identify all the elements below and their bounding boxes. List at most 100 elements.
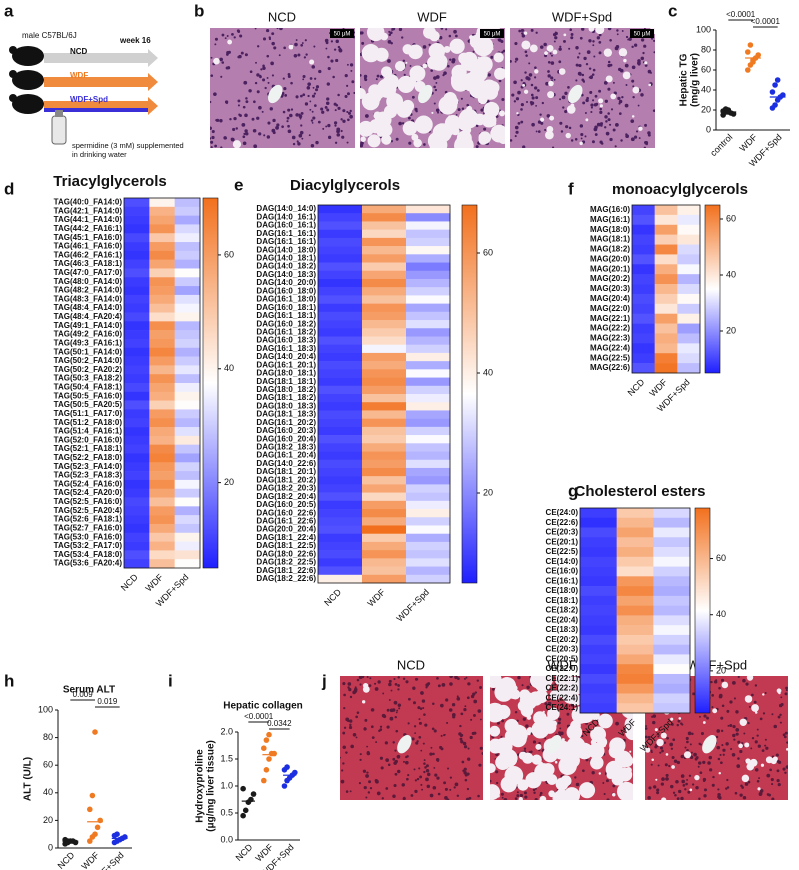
- nucleus: [538, 741, 541, 745]
- nucleus: [524, 71, 527, 74]
- nucleus: [364, 114, 369, 118]
- nucleus: [574, 776, 577, 779]
- vacuole: [590, 755, 604, 770]
- nucleus: [644, 123, 648, 127]
- colorbar: [461, 204, 478, 584]
- heatmap-cell: [406, 426, 451, 436]
- nucleus: [287, 124, 290, 128]
- heatmap-cell: [124, 523, 150, 534]
- nucleus: [477, 709, 482, 713]
- nucleus: [470, 718, 473, 721]
- nucleus: [594, 133, 598, 136]
- nucleus: [415, 741, 419, 745]
- nucleus: [210, 137, 212, 140]
- nucleus: [753, 700, 757, 704]
- nucleus: [457, 108, 461, 112]
- nucleus: [684, 788, 687, 791]
- nucleus: [352, 733, 357, 737]
- nucleus: [681, 779, 685, 784]
- nucleus: [268, 36, 271, 39]
- nucleus: [435, 75, 440, 79]
- chart-title: Hepatic collagen: [223, 701, 302, 712]
- heatmap-cell: [124, 347, 150, 357]
- nucleus: [252, 128, 257, 133]
- row-label: CE(18:3): [546, 625, 579, 634]
- nucleus: [589, 90, 593, 94]
- heatmap-cell: [654, 313, 678, 324]
- nucleus: [612, 128, 616, 132]
- heatmap-cell: [406, 205, 451, 214]
- panel-label: h: [4, 671, 14, 690]
- nucleus: [735, 728, 740, 732]
- nucleus: [665, 777, 669, 781]
- row-label: DAG(14:0_14:0): [256, 204, 316, 213]
- nucleus: [642, 51, 645, 55]
- nucleus: [756, 779, 760, 783]
- nucleus: [335, 104, 339, 107]
- nucleus: [367, 791, 371, 794]
- nucleus: [300, 111, 304, 115]
- nucleus: [479, 746, 483, 750]
- data-point: [755, 52, 761, 58]
- heatmap-cell: [174, 515, 201, 525]
- vessel: [397, 735, 412, 754]
- nucleus: [518, 29, 522, 33]
- nucleus: [717, 788, 720, 791]
- heatmap-cell: [149, 215, 175, 225]
- nucleus: [220, 75, 223, 78]
- heatmap-cell: [174, 391, 201, 401]
- nucleus: [693, 752, 697, 757]
- nucleus: [608, 123, 612, 126]
- nucleus: [544, 128, 547, 132]
- heatmap-cell: [174, 321, 201, 331]
- nucleus: [689, 743, 692, 746]
- nucleus: [575, 782, 580, 787]
- nucleus: [298, 113, 301, 116]
- nucleus: [233, 36, 236, 39]
- nucleus: [520, 108, 523, 111]
- week-label: week 16: [119, 36, 151, 45]
- vacuole: [744, 742, 750, 748]
- nucleus: [237, 99, 241, 103]
- nucleus: [692, 692, 696, 696]
- nucleus: [775, 753, 779, 757]
- data-point: [87, 838, 93, 844]
- heatmap-cell: [124, 215, 150, 225]
- data-point: [780, 92, 786, 98]
- nucleus: [451, 58, 456, 62]
- nucleus: [423, 713, 426, 716]
- nucleus: [729, 724, 733, 728]
- nucleus: [674, 793, 677, 797]
- heatmap-cell: [406, 254, 451, 263]
- heatmap-cell: [318, 361, 363, 370]
- row-label: DAG(16:0_18:3): [256, 336, 316, 345]
- nucleus: [392, 757, 396, 761]
- nucleus: [436, 677, 439, 680]
- vacuole: [645, 747, 651, 753]
- vacuole: [490, 784, 501, 800]
- nucleus: [551, 146, 555, 148]
- nucleus: [300, 43, 304, 47]
- heatmap-cell: [406, 509, 451, 518]
- nucleus: [776, 779, 780, 783]
- colorbar-tick-label: 60: [483, 247, 493, 257]
- nucleus: [770, 778, 774, 782]
- heatmap-cell: [653, 595, 691, 606]
- nucleus: [776, 769, 780, 773]
- vacuole: [431, 111, 434, 114]
- vacuole: [661, 797, 667, 800]
- heatmap-cell: [362, 500, 407, 510]
- heatmap-cell: [318, 541, 363, 551]
- nucleus: [349, 719, 353, 723]
- nucleus: [784, 692, 788, 696]
- image-title: NCD: [268, 9, 296, 24]
- row-label: TAG(50:5_FA16:0): [54, 391, 123, 400]
- nucleus: [426, 764, 429, 768]
- heatmap-border: [317, 204, 451, 584]
- heatmap-cell: [580, 605, 617, 616]
- heatmap-cell: [632, 303, 655, 315]
- nucleus: [606, 798, 610, 800]
- heatmap-cell: [580, 566, 617, 577]
- p-value: 0.0342: [267, 719, 292, 728]
- nucleus: [406, 755, 409, 758]
